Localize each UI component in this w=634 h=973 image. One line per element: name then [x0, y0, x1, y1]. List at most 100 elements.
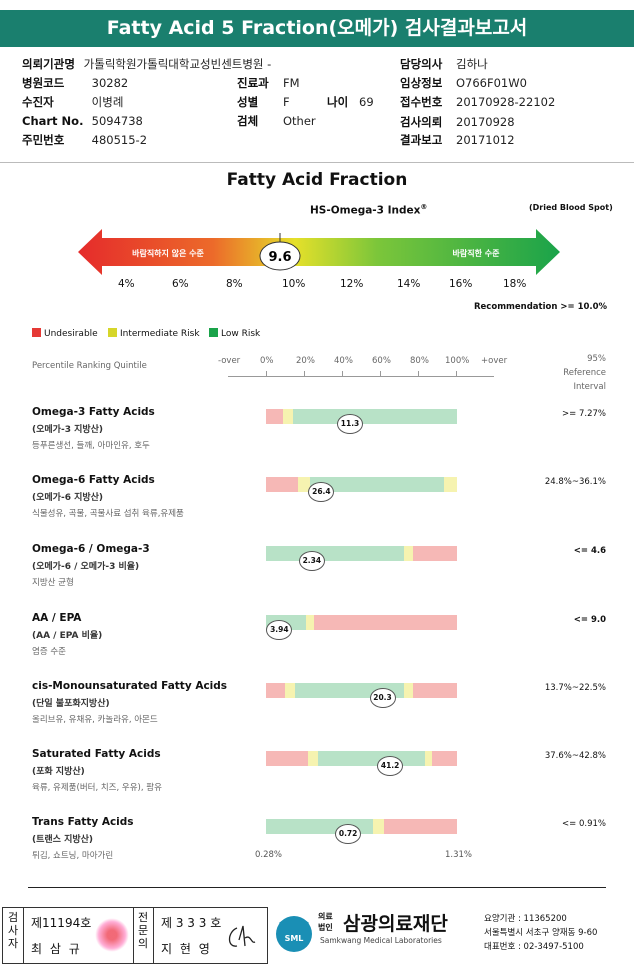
index-scale-label: 14%: [397, 278, 421, 290]
box-divider: [153, 908, 154, 963]
info-receipt: 접수번호 20170928-22102: [400, 94, 555, 110]
fatty-acid-name: cis-Monounsaturated Fatty Acids: [32, 680, 228, 692]
code-label: 병원코드: [22, 76, 65, 90]
range-segment-red: [413, 546, 457, 561]
reference-interval: <= 4.6: [573, 546, 606, 556]
tester-label: 검사자: [7, 911, 19, 950]
range-segment-red: [384, 819, 457, 834]
axis-tick: [266, 371, 267, 376]
range-bar: [266, 546, 457, 561]
range-segment-yellow: [298, 477, 310, 492]
range-bar: [266, 819, 457, 834]
hospital-label: 의뢰기관명: [22, 57, 75, 71]
receipt-label: 접수번호: [400, 95, 443, 109]
info-report: 결과보고 20171012: [400, 132, 515, 148]
range-segment-green: [317, 751, 425, 766]
org-name-en: Samkwang Medical Laboratories: [320, 936, 442, 945]
recommendation: Recommendation >= 10.0%: [474, 302, 608, 312]
range-segment-red: [432, 751, 457, 766]
fatty-acid-korean: (오메가-3 지방산): [32, 425, 104, 435]
omega3-index-arrow: 9.6 바람직하지 않은 수준 바람직한 수준: [78, 229, 560, 279]
chart-title: Fatty Acid Fraction: [226, 170, 408, 190]
desirable-text: 바람직한 수준: [453, 248, 501, 258]
seal-stamp: [95, 918, 129, 952]
axis-tick-label: +over: [481, 356, 508, 366]
fatty-acid-korean: (트랜스 지방산): [32, 835, 94, 845]
range-segment-yellow: [306, 615, 314, 630]
specialist-label: 전문의: [137, 911, 149, 950]
value-marker: 20.3: [369, 688, 396, 708]
box-divider: [133, 908, 134, 963]
value-marker: 41.2: [377, 756, 404, 776]
index-scale-label: 12%: [340, 278, 364, 290]
fatty-acid-korean: (AA / EPA 비율): [32, 631, 103, 641]
box-divider: [23, 908, 24, 963]
range-segment-red: [266, 683, 286, 698]
range-segment-yellow: [372, 819, 385, 834]
id-value: 480515-2: [91, 133, 148, 147]
chartno-value: 5094738: [91, 114, 143, 128]
info-id: 주민번호 480515-2: [22, 132, 147, 148]
reference-interval: >= 7.27%: [562, 409, 606, 419]
fatty-acid-sources: 식물성유, 곡물, 곡물사료 섭취 육류,유제품: [32, 509, 184, 519]
axis-tick-label: 40%: [334, 356, 353, 366]
quintile-label: Percentile Ranking Quintile: [32, 361, 147, 371]
info-specimen: 검체 Other: [237, 113, 316, 129]
info-sex: 성별 F: [237, 94, 290, 110]
fatty-acid-sources: 튀김, 쇼트닝, 마아가린: [32, 851, 114, 861]
request-value: 20170928: [456, 115, 515, 129]
fatty-acid-sources: 올리브유, 유채유, 카놀라유, 아몬드: [32, 715, 158, 725]
index-scale-label: 8%: [226, 278, 243, 290]
index-scale-label: 10%: [282, 278, 306, 290]
specimen-value: Other: [283, 114, 316, 128]
range-segment-yellow: [308, 751, 318, 766]
range-segment-red: [266, 751, 309, 766]
axis-tick: [456, 371, 457, 376]
arrow-shape: [78, 229, 560, 275]
reference-interval: <= 0.91%: [562, 819, 606, 829]
ref-label-1: 95%: [587, 354, 606, 364]
index-scale-label: 18%: [503, 278, 527, 290]
range-segment-red: [266, 409, 284, 424]
specialist-name: 지 현 영: [161, 942, 212, 956]
doctor-value: 김하나: [456, 57, 488, 71]
axis-tick: [418, 371, 419, 376]
range-segment-yellow: [424, 751, 433, 766]
legend-swatch: [209, 328, 218, 337]
value-marker: 11.3: [337, 414, 364, 434]
clinical-label: 임상정보: [400, 76, 443, 90]
specialist-license: 제 3 3 3 호: [161, 916, 222, 930]
org-code: 요양기관 : 11365200: [484, 914, 567, 924]
range-bar: [266, 615, 457, 630]
fatty-acid-korean: (오메가-6 지방산): [32, 493, 104, 503]
index-subtitle: HS-Omega-3 Index®: [310, 203, 427, 217]
info-doctor: 담당의사 김하나: [400, 56, 488, 72]
index-subtitle-text: HS-Omega-3 Index: [310, 204, 421, 217]
range-segment-yellow: [443, 477, 457, 492]
index-scale-label: 16%: [449, 278, 473, 290]
axis-tick-label: 60%: [372, 356, 391, 366]
reference-interval-label: 95% Reference Interval: [530, 352, 606, 394]
axis-tick-label: 80%: [410, 356, 429, 366]
axis-tick-label: 0%: [260, 356, 274, 366]
legend-label: Low Risk: [221, 329, 261, 339]
patient-label: 수진자: [22, 95, 54, 109]
axis-tick: [304, 371, 305, 376]
clinical-value: O766F01W0: [456, 76, 527, 90]
divider: [0, 162, 634, 163]
legend-item: Intermediate Risk: [108, 328, 200, 339]
range-bar: [266, 751, 457, 766]
report-value: 20171012: [456, 133, 515, 147]
range-segment-yellow: [403, 683, 414, 698]
range-bar: [266, 477, 457, 492]
range-segment-red: [413, 683, 457, 698]
gradient-arrow: 9.6 바람직하지 않은 수준 바람직한 수준: [78, 229, 560, 275]
info-request: 검사의뢰 20170928: [400, 114, 515, 130]
scale-start: 0.28%: [255, 850, 283, 860]
sml-logo-icon: SML: [276, 916, 312, 952]
fatty-acid-korean: (포화 지방산): [32, 767, 85, 777]
legend-label: Intermediate Risk: [120, 329, 200, 339]
fatty-acid-sources: 지방산 균형: [32, 578, 74, 588]
range-segment-yellow: [283, 409, 293, 424]
org-law-label: 의료 법인: [318, 912, 333, 932]
